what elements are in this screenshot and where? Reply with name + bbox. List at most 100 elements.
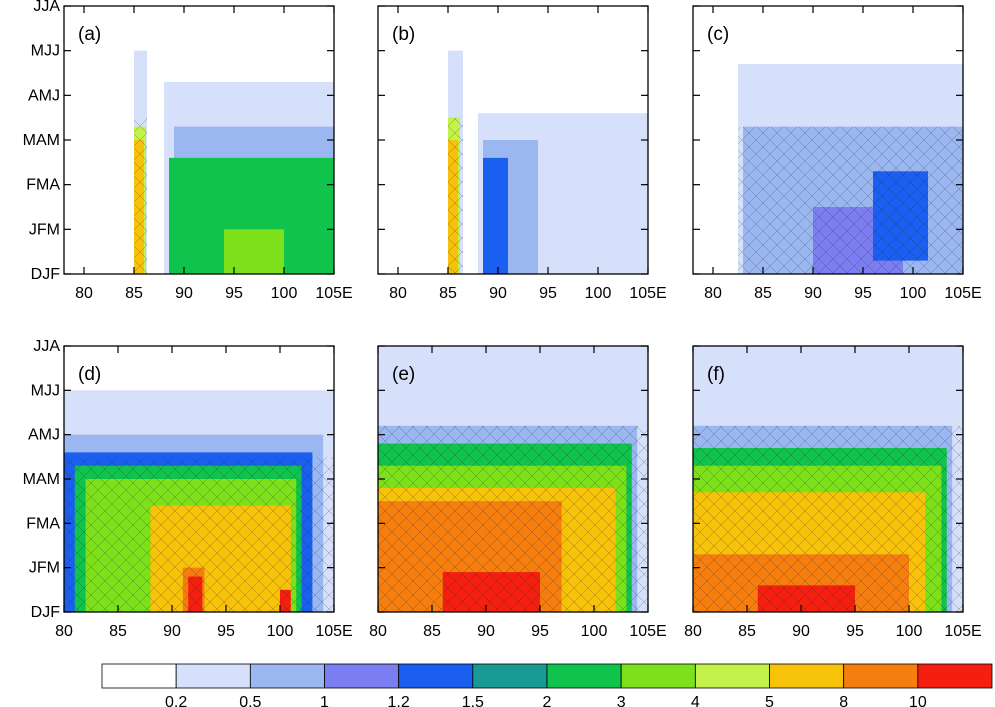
colorbar-label: 4	[691, 694, 700, 707]
y-tick-label: FMA	[26, 177, 60, 194]
colorbar-label: 1.5	[462, 694, 484, 707]
colorbar-swatch	[843, 663, 919, 689]
colorbar-swatch	[620, 663, 696, 689]
x-tick-label: 90	[175, 285, 193, 302]
x-tick-label: 100	[900, 285, 927, 302]
x-tick-label: 85	[125, 285, 143, 302]
panel-c: (c) 80 85 90 95 100 105E	[692, 5, 982, 302]
x-tick-label: 105E	[944, 623, 981, 640]
panel-f: (f) 80 85 90 95 100 105E	[684, 345, 982, 640]
hatch-region	[448, 117, 463, 274]
hatch-region	[693, 425, 963, 612]
panel-d: (d) DJF JFM FMA MAM AMJ MJJ JJA 80 85 90 95 100 105E	[23, 338, 353, 640]
colorbar-label: 2	[543, 694, 552, 707]
x-tick-label: 100	[271, 285, 298, 302]
x-tick-label: 80	[389, 285, 407, 302]
colorbar-label: 1	[320, 694, 329, 707]
y-tick-label: JJA	[33, 0, 60, 15]
panel-fields	[64, 346, 334, 612]
x-tick-label: 95	[225, 285, 243, 302]
x-tick-label: 85	[754, 285, 772, 302]
colorbar-swatch	[472, 663, 548, 689]
colorbar-swatch	[398, 663, 474, 689]
panel-fields	[378, 6, 648, 274]
y-tick-label: FMA	[26, 515, 60, 532]
panel-label: (d)	[78, 364, 101, 385]
x-tick-label: 95	[531, 623, 549, 640]
panel-label: (a)	[78, 24, 101, 45]
colorbar-label: 3	[617, 694, 626, 707]
hatch-region	[378, 425, 648, 612]
y-tick-label: JJA	[33, 338, 60, 355]
x-tick-label: 85	[738, 623, 756, 640]
y-tick-label: DJF	[31, 604, 61, 621]
x-tick-label: 95	[846, 623, 864, 640]
x-tick-label: 85	[423, 623, 441, 640]
x-tick-label: 80	[75, 285, 93, 302]
colorbar-swatch	[249, 663, 325, 689]
hatch-region	[134, 117, 147, 274]
x-tick-label: 95	[217, 623, 235, 640]
x-tick-label: 100	[581, 623, 608, 640]
panel-fields	[64, 6, 334, 274]
y-tick-label: DJF	[31, 266, 61, 283]
y-tick-label: AMJ	[28, 87, 60, 104]
panel-fields	[693, 6, 963, 274]
x-tick-label: 105E	[944, 285, 981, 302]
colorbar-swatch	[175, 663, 251, 689]
colorbar-label: 0.2	[165, 694, 187, 707]
colorbar-swatch	[769, 663, 845, 689]
colorbar-swatch	[694, 663, 770, 689]
panel-fields	[693, 346, 963, 612]
x-tick-label: 105E	[629, 623, 666, 640]
contour-field	[483, 157, 508, 274]
x-tick-label: 90	[804, 285, 822, 302]
y-tick-label: MJJ	[31, 382, 60, 399]
colorbar-label: 0.5	[239, 694, 261, 707]
colorbar-swatch	[917, 663, 993, 689]
panel-label: (e)	[392, 364, 415, 385]
x-tick-label: 80	[55, 623, 73, 640]
x-tick-label: 85	[109, 623, 127, 640]
panel-label: (f)	[707, 364, 725, 385]
x-tick-label: 100	[267, 623, 294, 640]
x-tick-label: 95	[539, 285, 557, 302]
panel-label: (b)	[392, 24, 415, 45]
contour-field	[224, 229, 284, 274]
panel-b: (b) 80 85 90 95 100 105E	[377, 5, 667, 302]
colorbar-label: 1.2	[388, 694, 410, 707]
y-tick-label: AMJ	[28, 427, 60, 444]
x-tick-label: 105E	[315, 285, 352, 302]
panel-fields	[378, 346, 648, 612]
colorbar-swatch	[101, 663, 177, 689]
x-tick-label: 100	[585, 285, 612, 302]
x-tick-label: 95	[854, 285, 872, 302]
x-tick-label: 80	[369, 623, 387, 640]
x-tick-label: 90	[489, 285, 507, 302]
hatch-region	[64, 456, 334, 612]
x-tick-label: 90	[477, 623, 495, 640]
hatch-region	[738, 127, 963, 274]
y-tick-label: MAM	[23, 132, 60, 149]
colorbar-swatch	[546, 663, 622, 689]
x-tick-label: 80	[684, 623, 702, 640]
x-tick-label: 90	[163, 623, 181, 640]
colorbar-label: 5	[765, 694, 774, 707]
panel-e: (e) 80 85 90 95 100 105E	[369, 345, 667, 640]
y-tick-label: MAM	[23, 471, 60, 488]
colorbar-swatch	[324, 663, 400, 689]
x-tick-label: 80	[704, 285, 722, 302]
x-tick-label: 90	[792, 623, 810, 640]
colorbar-label: 8	[839, 694, 848, 707]
panel-label: (c)	[707, 24, 729, 45]
colorbar: 0.2 0.5 1 1.2 1.5 2 3 4 5 8 10	[101, 663, 993, 707]
panel-a: (a) DJF JFM FMA MAM AMJ MJJ JJA 80 85 90 95 100 105E	[23, 0, 353, 302]
y-tick-label: JFM	[29, 221, 60, 238]
x-tick-label: 105E	[629, 285, 666, 302]
y-tick-label: JFM	[29, 560, 60, 577]
x-tick-label: 85	[439, 285, 457, 302]
x-tick-label: 105E	[315, 623, 352, 640]
y-tick-label: MJJ	[31, 43, 60, 60]
x-tick-label: 100	[896, 623, 923, 640]
